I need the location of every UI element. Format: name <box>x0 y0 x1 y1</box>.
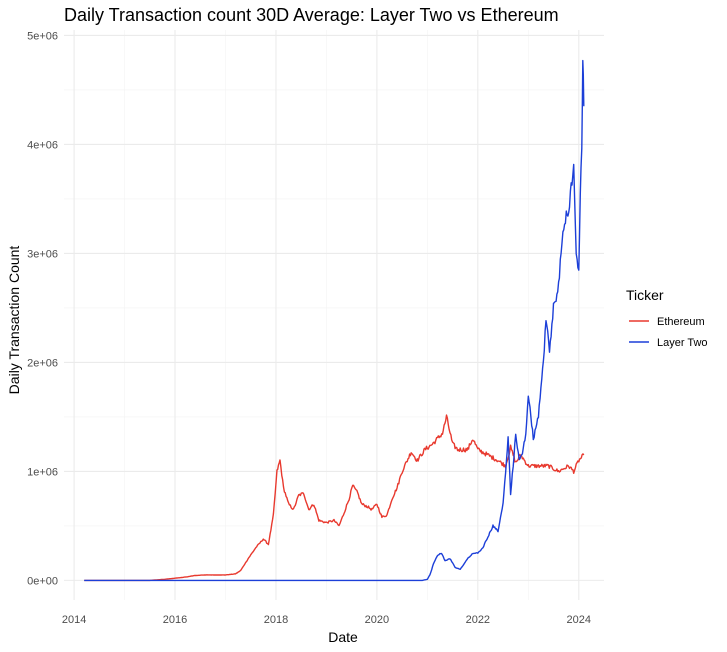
x-tick-label: 2022 <box>466 614 490 626</box>
legend-title: Ticker <box>626 287 664 303</box>
y-tick-labels: 0e+00 1e+06 2e+06 3e+06 4e+06 5e+06 <box>27 30 58 587</box>
grid-lines <box>64 30 604 600</box>
y-axis-title: Daily Transaction Count <box>6 246 22 395</box>
chart-title: Daily Transaction count 30D Average: Lay… <box>64 5 559 25</box>
x-tick-labels: 2014 2016 2018 2020 2022 2024 <box>62 614 591 626</box>
x-tick-label: 2014 <box>62 614 86 626</box>
series-lines <box>84 59 585 582</box>
legend: Ticker Ethereum Layer Two <box>626 287 708 349</box>
y-tick-label: 3e+06 <box>27 248 58 260</box>
x-tick-label: 2024 <box>567 614 591 626</box>
y-tick-label: 1e+06 <box>27 466 58 478</box>
y-tick-label: 4e+06 <box>27 139 58 151</box>
y-tick-label: 2e+06 <box>27 357 58 369</box>
x-tick-label: 2020 <box>365 614 389 626</box>
series-line-ethereum <box>84 414 585 582</box>
y-tick-label: 5e+06 <box>27 30 58 42</box>
y-tick-label: 0e+00 <box>27 575 58 587</box>
x-axis-title: Date <box>328 629 358 645</box>
legend-label-ethereum: Ethereum <box>657 316 705 328</box>
x-tick-label: 2016 <box>163 614 187 626</box>
x-tick-label: 2018 <box>264 614 288 626</box>
legend-label-layer-two: Layer Two <box>657 337 708 349</box>
series-line-layer-two <box>84 59 585 582</box>
